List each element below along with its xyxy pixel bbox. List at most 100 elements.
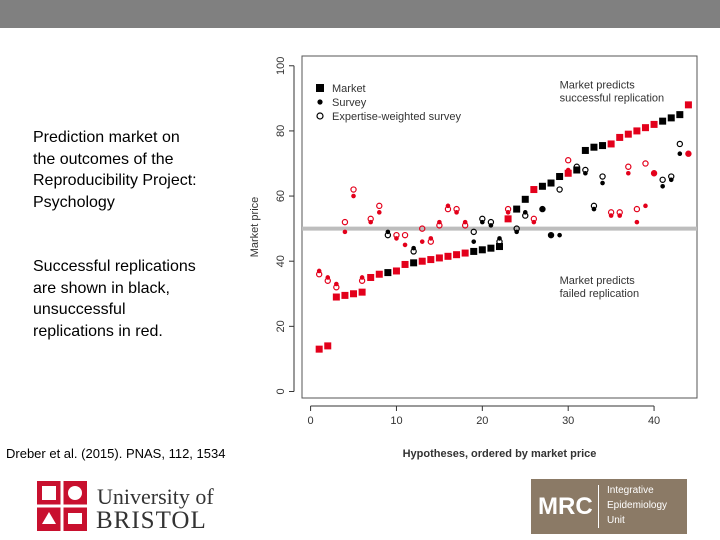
weighted-survey-point — [419, 225, 426, 232]
x-tick-label: 40 — [648, 415, 660, 427]
market-point — [453, 251, 461, 259]
x-tick-label: 30 — [562, 415, 574, 427]
market-point — [384, 269, 392, 277]
legend-label: Expertise-weighted survey — [332, 111, 462, 123]
annotation-text: successful replication — [560, 93, 665, 105]
weighted-survey-point — [633, 205, 641, 213]
y-tick-label: 0 — [275, 388, 287, 394]
survey-point — [643, 203, 648, 209]
description-line: Reproducibility Project: — [33, 172, 197, 189]
weighted-survey-point — [436, 222, 443, 229]
citation: Dreber et al. (2015). PNAS, 112, 1534 — [6, 446, 226, 461]
market-point — [350, 290, 358, 298]
market-point — [315, 345, 323, 353]
weighted-survey-point — [513, 225, 520, 232]
market-point — [684, 101, 692, 109]
legend-marker-market — [316, 84, 324, 92]
weighted-survey-point — [393, 231, 400, 239]
survey-point — [634, 219, 640, 225]
market-point — [599, 142, 607, 150]
description-intro: Prediction market on the outcomes of the… — [33, 127, 238, 213]
weighted-survey-point — [668, 173, 675, 180]
mrc-divider — [598, 485, 599, 528]
weighted-survey-point — [547, 231, 555, 239]
market-point — [616, 133, 624, 141]
weighted-survey-point — [461, 222, 469, 229]
weighted-survey-point — [324, 277, 331, 284]
bristol-wordmark-line2: BRISTOL — [96, 507, 207, 534]
weighted-survey-point — [650, 170, 658, 177]
legend-label: Survey — [332, 97, 367, 109]
weighted-survey-point — [487, 218, 495, 226]
market-point — [367, 273, 375, 281]
weighted-survey-point — [444, 205, 452, 213]
market-point — [461, 249, 469, 257]
weighted-survey-point — [479, 215, 486, 223]
weighted-survey-point — [659, 176, 666, 183]
weighted-survey-point — [685, 150, 692, 157]
weighted-survey-point — [410, 248, 417, 255]
description-line: Psychology — [33, 193, 115, 211]
market-point — [418, 257, 426, 265]
weighted-survey-point — [470, 228, 477, 236]
survey-point — [351, 193, 356, 199]
market-point — [624, 130, 632, 138]
description-line: Prediction market on — [33, 129, 180, 146]
description-line: the outcomes of the — [33, 150, 174, 168]
market-point — [435, 254, 443, 262]
survey-point — [660, 183, 665, 189]
market-point — [538, 182, 546, 190]
x-tick-label: 0 — [308, 415, 314, 427]
y-tick-label: 80 — [275, 125, 287, 137]
description-line: Successful replications — [33, 258, 196, 275]
x-tick-label: 20 — [476, 415, 488, 427]
survey-point — [342, 229, 348, 235]
weighted-survey-point — [504, 205, 512, 213]
weighted-survey-point — [333, 284, 340, 291]
market-point — [667, 114, 675, 122]
market-point — [358, 288, 366, 296]
market-point — [590, 143, 598, 151]
market-point — [410, 259, 418, 267]
survey-point — [557, 232, 562, 238]
annotation-text: Market predicts — [560, 275, 636, 287]
market-point — [478, 246, 486, 254]
description-line: replications in red. — [33, 322, 163, 340]
weighted-survey-point — [358, 277, 366, 284]
survey-point — [548, 232, 554, 238]
weighted-survey-point — [367, 215, 374, 223]
market-point — [641, 124, 649, 132]
legend-label: Market — [332, 83, 366, 95]
market-point — [607, 140, 615, 148]
weighted-survey-point — [616, 209, 623, 216]
mrc-wordmark: MRC — [538, 493, 593, 520]
weighted-survey-point — [564, 157, 572, 164]
market-point — [530, 186, 538, 194]
description-line: are shown in black, — [33, 279, 170, 297]
market-point — [375, 270, 383, 278]
title-bar — [0, 0, 720, 28]
survey-point — [686, 151, 691, 157]
market-point — [324, 342, 332, 350]
y-tick-label: 60 — [275, 190, 287, 202]
x-axis-label: Hypotheses, ordered by market price — [403, 448, 597, 460]
annotation-text: failed replication — [560, 288, 640, 300]
market-point — [676, 111, 684, 119]
mrc-unit-line: Integrative — [607, 485, 654, 496]
market-point — [341, 291, 349, 299]
market-point — [547, 179, 555, 187]
bristol-wordmark-line1: University of — [97, 484, 214, 509]
market-point — [487, 244, 495, 252]
weighted-survey-point — [530, 215, 538, 223]
survey-point — [600, 180, 605, 186]
survey-point — [540, 206, 545, 212]
weighted-survey-point — [341, 218, 349, 226]
market-point — [470, 247, 478, 255]
mrc-logo: MRC Integrative Epidemiology Unit — [531, 479, 687, 534]
survey-point — [419, 239, 425, 244]
weighted-survey-point — [401, 231, 409, 239]
annotation-text: Market predicts — [560, 80, 636, 92]
market-point — [496, 243, 503, 251]
weighted-survey-point — [590, 202, 598, 210]
market-point — [427, 256, 435, 264]
